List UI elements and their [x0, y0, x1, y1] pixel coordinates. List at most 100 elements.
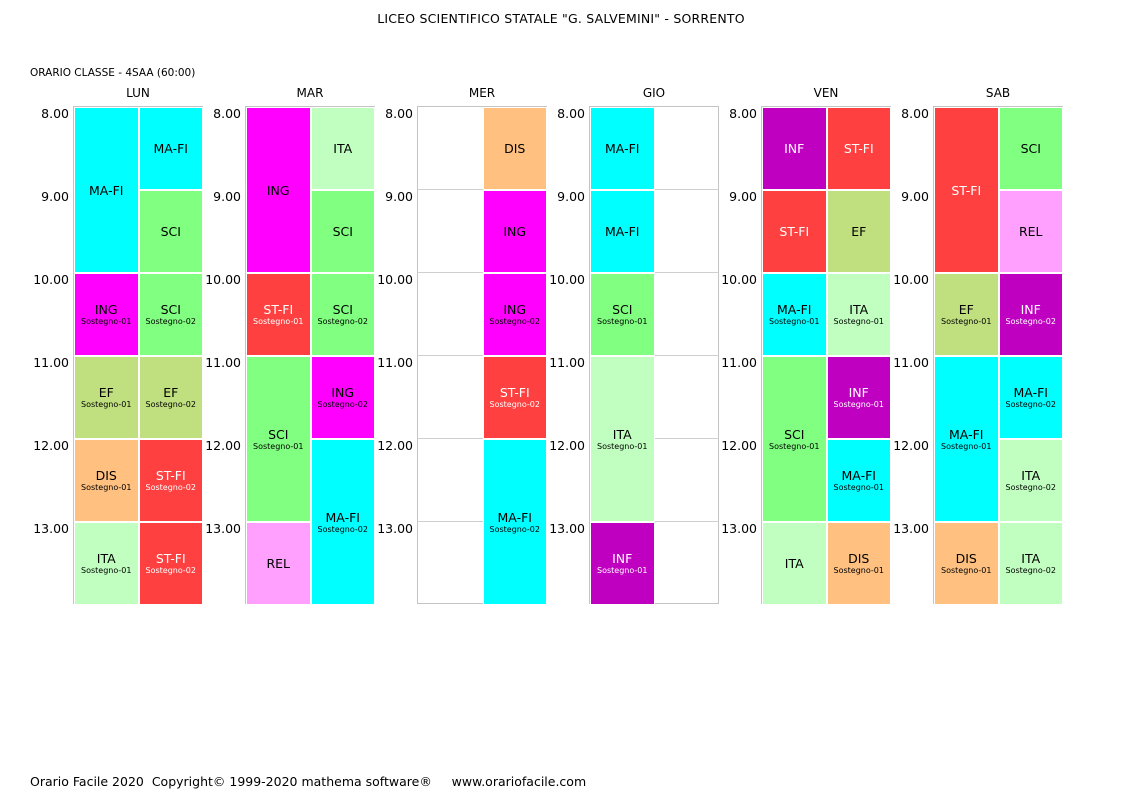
- lesson-cell[interactable]: ING Sostegno-02: [482, 273, 547, 356]
- day-header-sab: SAB: [985, 86, 1011, 100]
- lesson-subject: ST-FI: [779, 224, 810, 239]
- time-label: 13.00: [377, 521, 413, 536]
- lesson-support-note: Sostegno-01: [81, 400, 132, 409]
- lesson-subject: MA-FI: [949, 426, 984, 442]
- lesson-cell[interactable]: ING: [246, 107, 311, 273]
- lesson-subject: INF: [784, 141, 805, 156]
- lesson-cell[interactable]: MA-FI Sostegno-02: [310, 439, 375, 605]
- lesson-subject: SCI: [160, 224, 181, 239]
- time-label: 10.00: [377, 272, 413, 287]
- lesson-support-note: Sostegno-02: [317, 400, 368, 409]
- time-label: 12.00: [549, 438, 585, 453]
- lesson-cell[interactable]: MA-FI Sostegno-01: [762, 273, 827, 356]
- lesson-cell[interactable]: ITA Sostegno-01: [826, 273, 891, 356]
- day-header-ven: VEN: [813, 86, 839, 100]
- hour-divider: [417, 189, 547, 190]
- lesson-support-note: Sostegno-01: [833, 400, 884, 409]
- lesson-cell[interactable]: DIS Sostegno-01: [934, 522, 999, 605]
- lesson-cell[interactable]: MA-FI Sostegno-01: [826, 439, 891, 522]
- lesson-subject: DIS: [95, 468, 117, 483]
- time-label: 8.00: [729, 106, 757, 121]
- lesson-support-note: Sostegno-02: [489, 400, 540, 409]
- lesson-cell[interactable]: REL: [998, 190, 1063, 273]
- lesson-cell[interactable]: ITA: [762, 522, 827, 605]
- time-label: 11.00: [33, 355, 69, 370]
- lesson-cell[interactable]: MA-FI: [138, 107, 203, 190]
- lesson-cell[interactable]: ST-FI Sostegno-01: [246, 273, 311, 356]
- lesson-subject: MA-FI: [497, 509, 532, 525]
- time-label: 9.00: [557, 189, 585, 204]
- lesson-cell[interactable]: SCI Sostegno-01: [762, 356, 827, 522]
- lesson-cell[interactable]: ITA Sostegno-01: [74, 522, 139, 605]
- lesson-cell[interactable]: INF: [762, 107, 827, 190]
- lesson-cell[interactable]: EF: [826, 190, 891, 273]
- lesson-cell[interactable]: SCI Sostegno-01: [590, 273, 655, 356]
- lesson-subject: ITA: [96, 551, 116, 566]
- lesson-cell[interactable]: EF Sostegno-01: [74, 356, 139, 439]
- time-label: 13.00: [33, 521, 69, 536]
- lesson-support-note: Sostegno-02: [145, 566, 196, 575]
- lesson-cell[interactable]: ST-FI: [762, 190, 827, 273]
- lesson-cell[interactable]: ST-FI Sostegno-02: [138, 439, 203, 522]
- time-label: 10.00: [33, 272, 69, 287]
- lesson-cell[interactable]: INF Sostegno-01: [590, 522, 655, 605]
- lesson-cell[interactable]: ITA Sostegno-02: [998, 522, 1063, 605]
- lesson-cell[interactable]: SCI: [998, 107, 1063, 190]
- lesson-cell[interactable]: ING Sostegno-01: [74, 273, 139, 356]
- lesson-subject: ING: [331, 385, 355, 400]
- lesson-cell[interactable]: MA-FI: [74, 107, 139, 273]
- lesson-cell[interactable]: MA-FI Sostegno-02: [998, 356, 1063, 439]
- lesson-subject: DIS: [848, 551, 870, 566]
- lesson-cell[interactable]: ITA: [310, 107, 375, 190]
- time-label: 13.00: [205, 521, 241, 536]
- lesson-subject: MA-FI: [777, 302, 812, 317]
- lesson-cell[interactable]: MA-FI: [590, 190, 655, 273]
- lesson-cell[interactable]: SCI: [310, 190, 375, 273]
- lesson-cell[interactable]: ING: [482, 190, 547, 273]
- lesson-subject: ITA: [1021, 551, 1041, 566]
- lesson-support-note: Sostegno-02: [1005, 400, 1056, 409]
- lesson-support-note: Sostegno-02: [1005, 566, 1056, 575]
- lesson-cell[interactable]: ITA Sostegno-01: [590, 356, 655, 522]
- lesson-subject: EF: [98, 385, 114, 400]
- lesson-cell[interactable]: MA-FI Sostegno-02: [482, 439, 547, 605]
- lesson-cell[interactable]: DIS Sostegno-01: [826, 522, 891, 605]
- lesson-cell[interactable]: DIS: [482, 107, 547, 190]
- lesson-subject: INF: [848, 385, 869, 400]
- lesson-cell[interactable]: SCI: [138, 190, 203, 273]
- lesson-subject: REL: [1018, 224, 1043, 239]
- lesson-cell[interactable]: ING Sostegno-02: [310, 356, 375, 439]
- class-label: ORARIO CLASSE - 4SAA (60:00): [30, 67, 196, 79]
- lesson-cell[interactable]: SCI Sostegno-02: [138, 273, 203, 356]
- time-label: 8.00: [901, 106, 929, 121]
- lesson-subject: EF: [851, 224, 867, 239]
- lesson-cell[interactable]: SCI Sostegno-02: [310, 273, 375, 356]
- time-label: 11.00: [893, 355, 929, 370]
- lesson-support-note: Sostegno-01: [941, 441, 992, 451]
- lesson-cell[interactable]: DIS Sostegno-01: [74, 439, 139, 522]
- time-label: 12.00: [205, 438, 241, 453]
- lesson-cell[interactable]: INF Sostegno-01: [826, 356, 891, 439]
- lesson-cell[interactable]: ST-FI Sostegno-02: [482, 356, 547, 439]
- lesson-support-note: Sostegno-01: [253, 317, 304, 326]
- lesson-cell[interactable]: MA-FI Sostegno-01: [934, 356, 999, 522]
- lesson-subject: ST-FI: [155, 468, 186, 483]
- lesson-cell[interactable]: EF Sostegno-02: [138, 356, 203, 439]
- lesson-cell[interactable]: MA-FI: [590, 107, 655, 190]
- lesson-cell[interactable]: ST-FI: [934, 107, 999, 273]
- time-label: 9.00: [729, 189, 757, 204]
- lesson-cell[interactable]: INF Sostegno-02: [998, 273, 1063, 356]
- page-title: LICEO SCIENTIFICO STATALE "G. SALVEMINI"…: [377, 11, 745, 26]
- lesson-cell[interactable]: SCI Sostegno-01: [246, 356, 311, 522]
- lesson-subject: MA-FI: [605, 141, 640, 156]
- lesson-cell[interactable]: ST-FI: [826, 107, 891, 190]
- lesson-cell[interactable]: EF Sostegno-01: [934, 273, 999, 356]
- lesson-cell[interactable]: REL: [246, 522, 311, 605]
- lesson-cell[interactable]: ST-FI Sostegno-02: [138, 522, 203, 605]
- lesson-support-note: Sostegno-01: [769, 317, 820, 326]
- lesson-subject: MA-FI: [605, 224, 640, 239]
- lesson-subject: ST-FI: [155, 551, 186, 566]
- time-label: 13.00: [721, 521, 757, 536]
- time-label: 8.00: [41, 106, 69, 121]
- lesson-cell[interactable]: ITA Sostegno-02: [998, 439, 1063, 522]
